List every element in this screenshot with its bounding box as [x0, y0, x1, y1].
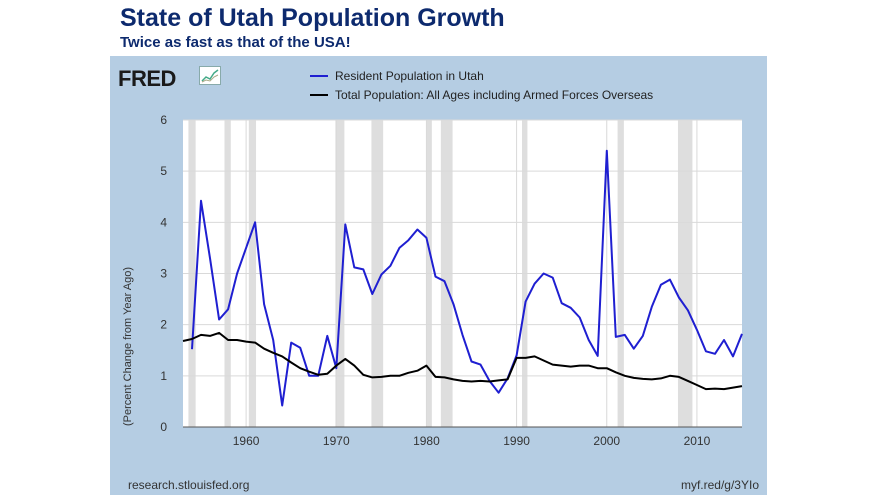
y-tick-label-2: 2	[160, 318, 167, 332]
y-tick-label-4: 4	[160, 215, 167, 229]
x-tick-label-2000: 2000	[593, 434, 620, 448]
legend: Resident Population in Utah Total Popula…	[310, 66, 653, 104]
chart-title: State of Utah Population Growth	[120, 4, 505, 32]
series-line-0	[191, 149, 743, 407]
legend-swatch-usa	[310, 93, 328, 96]
series-line-1	[182, 331, 743, 391]
chart-panel: FRED Resident Population in Utah Total P…	[110, 56, 767, 495]
legend-label-utah: Resident Population in Utah	[335, 68, 484, 83]
x-tick-label-1960: 1960	[233, 434, 260, 448]
short-url-link[interactable]: myf.red/g/3YIo	[680, 478, 759, 492]
legend-swatch-utah	[310, 74, 328, 77]
legend-item-usa: Total Population: All Ages including Arm…	[310, 85, 653, 104]
y-tick-label-0: 0	[160, 420, 167, 434]
chart-line-icon	[199, 66, 221, 85]
chart-subtitle: Twice as fast as that of the USA!	[120, 34, 351, 51]
legend-item-utah: Resident Population in Utah	[310, 66, 653, 85]
y-tick-label-1: 1	[160, 369, 167, 383]
legend-label-usa: Total Population: All Ages including Arm…	[335, 87, 654, 102]
y-tick-label-3: 3	[160, 267, 167, 281]
y-tick-label-6: 6	[160, 113, 167, 127]
y-tick-label-5: 5	[160, 164, 167, 178]
source-link[interactable]: research.stlouisfed.org	[128, 478, 250, 492]
x-tick-label-2010: 2010	[684, 434, 711, 448]
x-tick-label-1980: 1980	[413, 434, 440, 448]
x-tick-label-1990: 1990	[503, 434, 530, 448]
fred-logo: FRED	[118, 66, 176, 91]
line-chart: 0 1 2 3 4 5 6 1960 1970 1980 1990 2000 2010	[160, 113, 743, 448]
x-tick-label-1970: 1970	[323, 434, 350, 448]
